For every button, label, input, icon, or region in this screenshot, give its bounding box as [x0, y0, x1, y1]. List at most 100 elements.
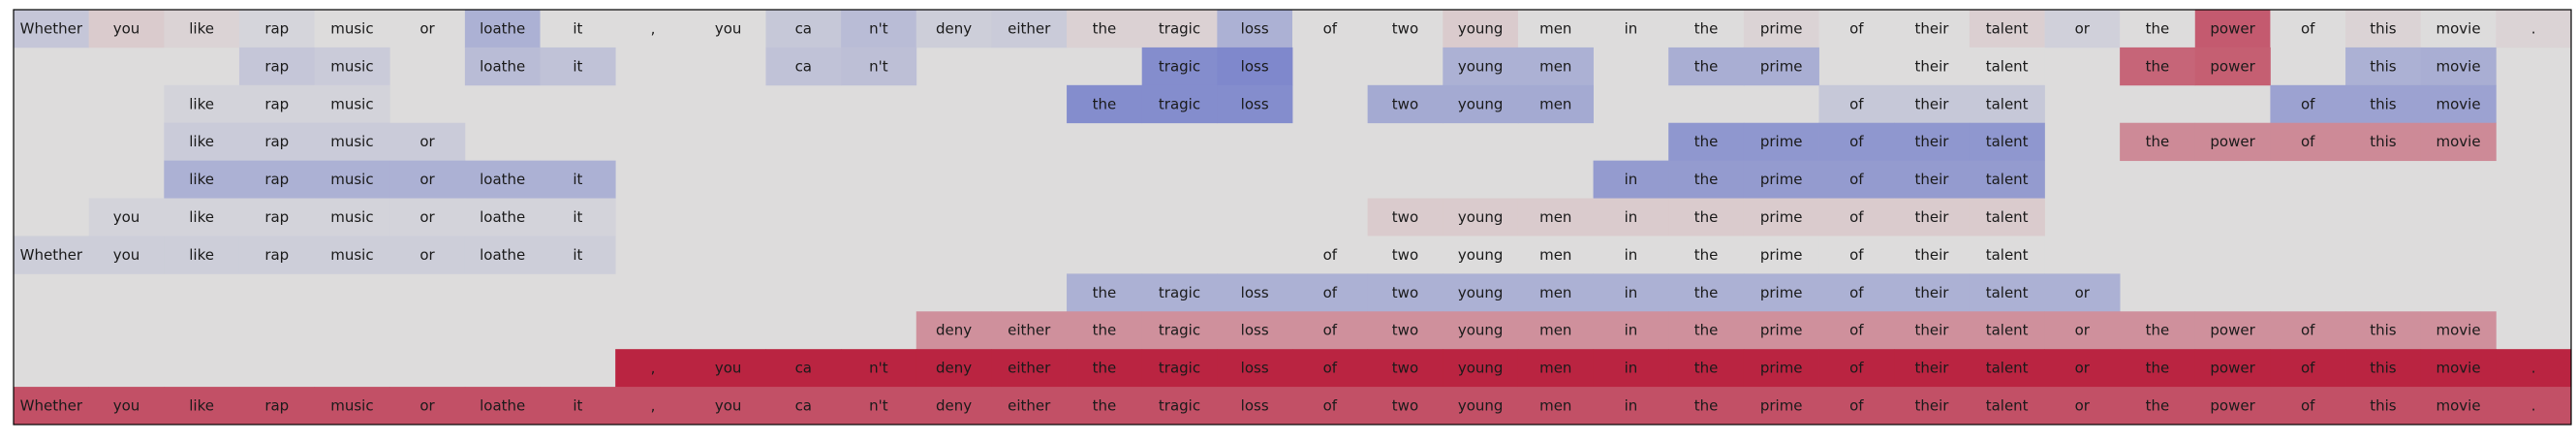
- token-label: the: [1694, 171, 1719, 188]
- token-label: of: [1323, 284, 1338, 301]
- token-label: loathe: [480, 397, 525, 415]
- heatmap-cell: [991, 311, 1068, 350]
- heatmap-cell: [1668, 198, 1745, 237]
- token-label: power: [2210, 19, 2255, 37]
- token-label: either: [1008, 397, 1051, 415]
- heatmap-cell: [841, 47, 917, 86]
- token-label: the: [1093, 397, 1117, 415]
- token-label: rap: [264, 133, 289, 150]
- heatmap-cell: [1818, 349, 1895, 388]
- heatmap-cell: [2345, 387, 2422, 426]
- heatmap-cell: [1969, 311, 2045, 350]
- token-label: their: [1915, 246, 1950, 264]
- token-label: two: [1392, 246, 1418, 264]
- token-label: their: [1915, 208, 1950, 226]
- heatmap-cell: [1217, 349, 1293, 388]
- token-label: tragic: [1159, 284, 1200, 301]
- token-label: it: [573, 57, 582, 75]
- token-label: two: [1392, 322, 1418, 339]
- heatmap-cell: [2496, 10, 2572, 48]
- token-label: in: [1625, 284, 1638, 301]
- heatmap-cell: [1443, 387, 1519, 426]
- token-label: prime: [1760, 360, 1803, 377]
- heatmap-cell: [88, 236, 165, 274]
- token-label: like: [189, 246, 214, 264]
- heatmap-cell: [765, 10, 842, 48]
- token-label: young: [1458, 57, 1504, 75]
- heatmap-cell: [1517, 349, 1594, 388]
- token-label: talent: [1986, 208, 2029, 226]
- heatmap-cell: [1818, 311, 1895, 350]
- heatmap-cell: [690, 387, 766, 426]
- heatmap-cell: [1443, 84, 1519, 124]
- token-label: men: [1539, 397, 1571, 415]
- heatmap-cell: [238, 160, 315, 199]
- token-label: their: [1915, 133, 1950, 150]
- token-label: men: [1539, 246, 1571, 264]
- token-label: of: [1849, 246, 1864, 264]
- heatmap-cell: [389, 198, 466, 237]
- heatmap-cell: [238, 198, 315, 237]
- token-label: prime: [1760, 171, 1803, 188]
- token-label: young: [1458, 19, 1504, 37]
- heatmap-cell: [1818, 122, 1895, 162]
- token-label: the: [1694, 360, 1719, 377]
- token-label: of: [1849, 208, 1864, 226]
- heatmap-cell: [841, 387, 917, 426]
- heatmap-cell: [1217, 47, 1293, 86]
- token-label: of: [1849, 133, 1864, 150]
- heatmap-cell: [88, 10, 165, 48]
- token-label: tragic: [1159, 397, 1200, 415]
- heatmap-cell: [164, 160, 240, 199]
- heatmap-cell: [1743, 10, 1819, 48]
- token-label: their: [1915, 95, 1950, 112]
- token-label: it: [573, 171, 582, 188]
- token-label: ,: [651, 360, 656, 377]
- token-label: deny: [936, 360, 972, 377]
- token-label: or: [2075, 360, 2091, 377]
- heatmap-cell: [1517, 273, 1594, 312]
- token-label: in: [1625, 208, 1638, 226]
- heatmap-cell: [1894, 160, 1971, 199]
- heatmap-cell: [1217, 10, 1293, 48]
- token-label: tragic: [1159, 19, 1200, 37]
- token-label: you: [113, 397, 140, 415]
- heatmap-cell: [1894, 47, 1971, 86]
- token-label: ca: [795, 57, 812, 75]
- token-label: of: [1323, 19, 1338, 37]
- token-label: their: [1915, 322, 1950, 339]
- token-label: the: [2146, 133, 2170, 150]
- heatmap-cell: [615, 387, 692, 426]
- heatmap-cell: [238, 387, 315, 426]
- token-label: of: [1849, 95, 1864, 112]
- token-label: of: [1323, 246, 1338, 264]
- token-label: like: [189, 208, 214, 226]
- heatmap-cell: [389, 160, 466, 199]
- token-label: prime: [1760, 57, 1803, 75]
- token-label: either: [1008, 322, 1051, 339]
- heatmap-cell: [765, 387, 842, 426]
- token-label: men: [1539, 284, 1571, 301]
- token-label: tragic: [1159, 360, 1200, 377]
- token-label: deny: [936, 397, 972, 415]
- token-label: in: [1625, 171, 1638, 188]
- token-label: in: [1625, 397, 1638, 415]
- token-label: ,: [651, 19, 656, 37]
- heatmap-cell: [1217, 273, 1293, 312]
- token-label: prime: [1760, 208, 1803, 226]
- heatmap-cell: [1141, 273, 1218, 312]
- heatmap-cell: [1668, 10, 1745, 48]
- token-label: of: [1849, 322, 1864, 339]
- token-label: n't: [869, 397, 888, 415]
- heatmap-cell: [1067, 387, 1143, 426]
- heatmap-cell: [1367, 349, 1443, 388]
- heatmap-cell: [2120, 47, 2196, 86]
- token-label: this: [2370, 133, 2397, 150]
- token-label: talent: [1986, 133, 2029, 150]
- heatmap-cell: [1894, 10, 1971, 48]
- token-label: the: [1093, 284, 1117, 301]
- token-label: of: [1849, 360, 1864, 377]
- token-label: young: [1458, 360, 1504, 377]
- token-label: of: [1849, 171, 1864, 188]
